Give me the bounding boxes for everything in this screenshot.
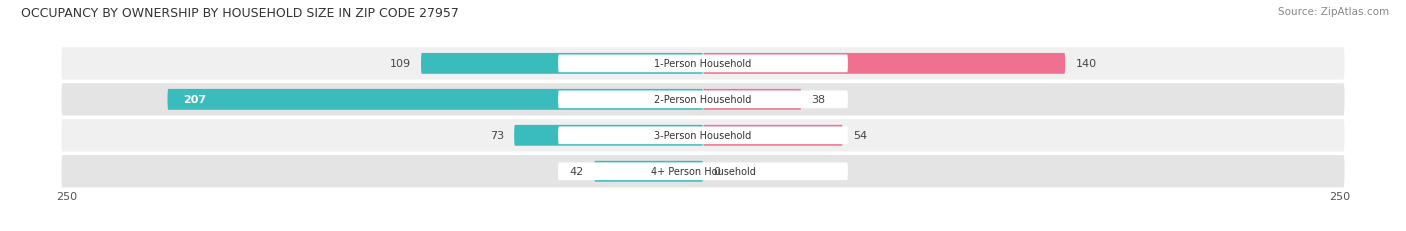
FancyBboxPatch shape — [558, 163, 848, 180]
Text: 250: 250 — [56, 191, 77, 201]
Text: 3-Person Household: 3-Person Household — [654, 131, 752, 141]
FancyBboxPatch shape — [703, 90, 801, 110]
Text: 207: 207 — [183, 95, 207, 105]
FancyBboxPatch shape — [595, 161, 703, 182]
FancyBboxPatch shape — [558, 91, 848, 109]
Text: 4+ Person Household: 4+ Person Household — [651, 167, 755, 176]
Text: 250: 250 — [1329, 191, 1350, 201]
FancyBboxPatch shape — [62, 48, 1344, 80]
FancyBboxPatch shape — [62, 155, 1344, 188]
Text: 73: 73 — [489, 131, 503, 141]
Text: 140: 140 — [1076, 59, 1097, 69]
FancyBboxPatch shape — [703, 125, 842, 146]
Text: 1-Person Household: 1-Person Household — [654, 59, 752, 69]
Text: OCCUPANCY BY OWNERSHIP BY HOUSEHOLD SIZE IN ZIP CODE 27957: OCCUPANCY BY OWNERSHIP BY HOUSEHOLD SIZE… — [21, 7, 458, 20]
Text: 42: 42 — [569, 167, 583, 176]
FancyBboxPatch shape — [703, 54, 1066, 74]
Text: 38: 38 — [811, 95, 825, 105]
FancyBboxPatch shape — [62, 84, 1344, 116]
FancyBboxPatch shape — [558, 55, 848, 73]
Text: 2-Person Household: 2-Person Household — [654, 95, 752, 105]
Text: 0: 0 — [713, 167, 720, 176]
Text: 54: 54 — [853, 131, 868, 141]
FancyBboxPatch shape — [167, 90, 703, 110]
FancyBboxPatch shape — [420, 54, 703, 74]
FancyBboxPatch shape — [62, 120, 1344, 152]
FancyBboxPatch shape — [515, 125, 703, 146]
Text: Source: ZipAtlas.com: Source: ZipAtlas.com — [1278, 7, 1389, 17]
FancyBboxPatch shape — [558, 127, 848, 145]
Text: 109: 109 — [389, 59, 411, 69]
